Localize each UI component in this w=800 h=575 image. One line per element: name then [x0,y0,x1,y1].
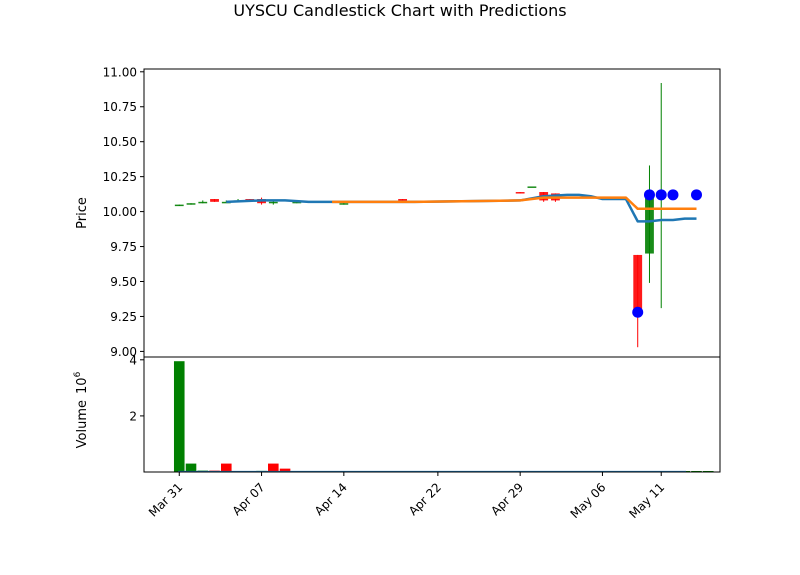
candle-body [339,203,349,205]
price-y-ticks: 9.00 9.25 9.50 9.75 10.00 10.25 10.50 10.75 11.0… [103,65,144,359]
volume-marks [173,361,714,473]
svg-text:Volume106: Volume 106 [73,371,90,448]
price-y-tick-label: 10.25 [103,170,137,184]
x-axis-ticks: Mar 31 Apr 07 Apr 14 Apr 22 Apr 29 May 06 May … [146,472,667,521]
volume-plot-frame [143,356,721,473]
x-tick-label: May 11 [626,480,667,521]
candle-body [515,192,525,194]
candle-body [186,203,196,205]
candle-body [198,201,208,204]
price-y-tick-label: 11.00 [103,65,137,79]
price-marks [174,82,702,348]
volume-bar [268,463,279,472]
price-plot-area [144,69,720,357]
volume-panel: 24 Volume106 [73,353,721,473]
x-tick-label: Apr 14 [312,480,350,518]
chart-title: UYSCU Candlestick Chart with Predictions [233,1,566,20]
x-tick-label: Apr 29 [488,480,526,518]
prediction-point [690,189,702,201]
x-tick-label: Apr 07 [230,480,268,518]
candle-body [292,201,302,204]
volume-bar [185,463,197,472]
volume-y-axis-label: Volume 106 [73,371,90,448]
volume-bar [173,361,185,472]
price-panel: 9.00 9.25 9.50 9.75 10.00 10.25 10.50 10.75 11.0… [75,65,721,359]
candle-body [268,201,278,204]
volume-bar [220,463,232,472]
volume-y-tick-label: 4 [129,353,137,367]
x-tick-label: Mar 31 [146,480,185,519]
candle-body [633,254,643,314]
candle-body [527,186,537,188]
prediction-point [632,306,644,318]
volume-label-text: Volume [75,400,90,448]
series-line-2 [332,196,697,211]
candle-body [174,204,184,207]
prediction-point [667,189,679,201]
price-y-axis-label: Price [75,197,90,229]
series-line-1 [226,193,697,223]
candle-body [210,199,219,202]
x-tick-label: May 06 [568,480,609,521]
candle-body [221,201,231,204]
volume-y-tick-label: 2 [129,409,137,423]
volume-label-unit: 10 [75,377,90,394]
price-y-tick-label: 10.75 [103,100,137,114]
candle-body [645,196,654,254]
volume-bar [279,468,291,472]
prediction-point [655,189,667,201]
x-tick-label: Apr 22 [406,480,444,518]
prediction-point [643,189,655,201]
price-y-tick-label: 9.25 [110,310,137,324]
price-y-tick-label: 9.50 [110,275,137,289]
price-y-tick-label: 10.50 [103,135,137,149]
volume-y-ticks: 24 [129,353,144,423]
volume-label-exponent: 6 [73,371,83,377]
price-y-tick-label: 10.00 [103,205,137,219]
candle-body [398,199,408,201]
price-y-tick-label: 9.75 [110,240,137,254]
price-y-tick-label: 9.00 [110,345,137,359]
